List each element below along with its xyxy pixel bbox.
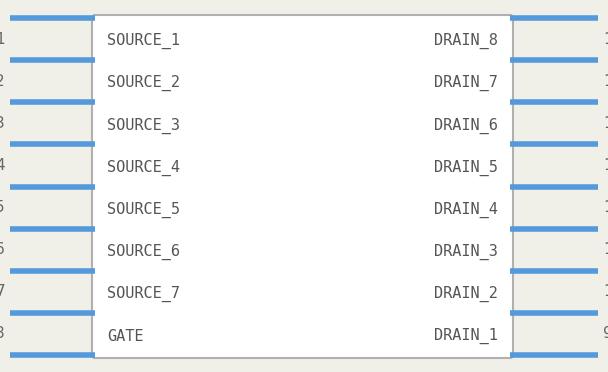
Text: DRAIN_4: DRAIN_4 <box>434 202 498 218</box>
Text: GATE: GATE <box>107 328 143 344</box>
Text: 13: 13 <box>603 158 608 173</box>
Text: 16: 16 <box>603 32 608 46</box>
Text: DRAIN_7: DRAIN_7 <box>434 75 498 92</box>
Text: 9: 9 <box>603 327 608 341</box>
Text: SOURCE_2: SOURCE_2 <box>107 75 180 92</box>
Text: DRAIN_8: DRAIN_8 <box>434 33 498 49</box>
Text: SOURCE_6: SOURCE_6 <box>107 244 180 260</box>
Text: SOURCE_3: SOURCE_3 <box>107 117 180 134</box>
Text: SOURCE_4: SOURCE_4 <box>107 160 180 176</box>
Text: DRAIN_6: DRAIN_6 <box>434 117 498 134</box>
Text: 15: 15 <box>603 74 608 89</box>
Text: 8: 8 <box>0 327 5 341</box>
FancyBboxPatch shape <box>92 15 513 358</box>
Text: 5: 5 <box>0 200 5 215</box>
Text: DRAIN_3: DRAIN_3 <box>434 244 498 260</box>
Text: 7: 7 <box>0 284 5 299</box>
Text: 2: 2 <box>0 74 5 89</box>
Text: 12: 12 <box>603 200 608 215</box>
Text: SOURCE_5: SOURCE_5 <box>107 202 180 218</box>
Text: 1: 1 <box>0 32 5 46</box>
Text: 10: 10 <box>603 284 608 299</box>
Text: SOURCE_7: SOURCE_7 <box>107 286 180 302</box>
Text: 3: 3 <box>0 116 5 131</box>
Text: 11: 11 <box>603 242 608 257</box>
Text: 14: 14 <box>603 116 608 131</box>
Text: 4: 4 <box>0 158 5 173</box>
Text: SOURCE_1: SOURCE_1 <box>107 33 180 49</box>
Text: DRAIN_2: DRAIN_2 <box>434 286 498 302</box>
Text: 6: 6 <box>0 242 5 257</box>
Text: DRAIN_1: DRAIN_1 <box>434 328 498 344</box>
Text: DRAIN_5: DRAIN_5 <box>434 160 498 176</box>
